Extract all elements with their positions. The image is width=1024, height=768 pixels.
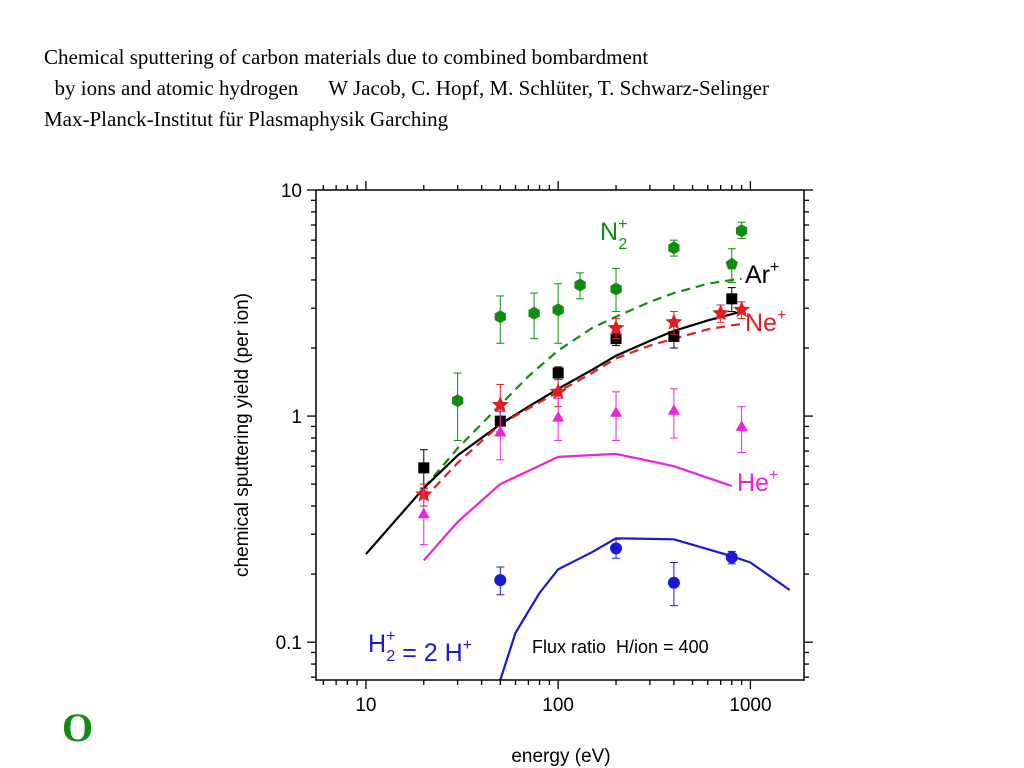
n2-data-point [574, 272, 586, 300]
h-marker [725, 551, 738, 564]
ar-series-label: Ar+ [745, 259, 779, 289]
y-tick-label: 10 [281, 181, 302, 202]
ar-marker [418, 462, 430, 474]
plot-border [315, 189, 805, 681]
header-authors: W Jacob, C. Hopf, M. Schlüter, T. Schwar… [328, 76, 769, 100]
header-institute: Max-Planck-Institut für Plasmaphysik Gar… [44, 107, 449, 131]
n2-marker [668, 241, 680, 255]
he-data-point [735, 406, 748, 453]
fit-curves [365, 277, 791, 680]
header: Chemical sputtering of carbon materials … [44, 42, 769, 135]
y-tick-label: 0.1 [276, 633, 302, 654]
plot-frame [315, 189, 805, 681]
n2-marker [528, 306, 540, 320]
he-marker [552, 411, 565, 422]
n2-data-point [528, 292, 540, 340]
ne-data-point [607, 318, 625, 340]
ne-marker [549, 382, 567, 400]
header-title-line-2-text: by ions and atomic hydrogen [54, 76, 299, 100]
h-data-point [610, 538, 623, 559]
n2-data-point [552, 283, 564, 344]
x-tick-label: 10 [355, 695, 376, 716]
he-marker [610, 406, 623, 417]
ne-marker [491, 395, 509, 413]
header-title-line-2: by ions and atomic hydrogen W Jacob, C. H… [44, 73, 769, 104]
h-marker [610, 542, 623, 555]
n2-fit-curve [422, 277, 742, 489]
corner-mark: O [62, 705, 94, 750]
n2-marker [452, 394, 464, 408]
ne-fit-curve [422, 323, 742, 500]
ar-marker [726, 293, 738, 305]
n2-marker [725, 257, 738, 270]
x-tick-label: 100 [542, 695, 574, 716]
n2-data-point [452, 372, 464, 441]
he-data-point [667, 388, 680, 439]
header-title-line-1: Chemical sputtering of carbon materials … [44, 45, 649, 69]
ar-data-point [726, 287, 738, 313]
ar-fit-curve [365, 310, 742, 555]
axis-ticks [307, 181, 813, 689]
he-marker [735, 420, 748, 431]
series-labels: N+ 2 Ar+ Ne+ He+ H+ 2 = 2 H+ [368, 216, 786, 667]
ne-marker [733, 300, 751, 318]
n2-data-point [668, 239, 680, 257]
h-marker [667, 576, 680, 589]
n2-marker [552, 303, 564, 317]
he-data-point [552, 397, 565, 441]
h-data-point [725, 550, 738, 565]
h-data-point [667, 562, 680, 607]
flux-ratio-annotation: Flux ratio H/ion = 400 [532, 637, 709, 657]
ne-marker [607, 319, 625, 336]
ne-marker [665, 313, 683, 330]
n2-marker [736, 224, 748, 238]
n2-series-label: N+ 2 [600, 216, 627, 253]
he-data-point [417, 489, 430, 546]
ne-series-label: Ne+ [745, 307, 786, 337]
x-axis-title: energy (eV) [511, 746, 610, 767]
n2-data-point [725, 248, 738, 283]
axis-labels: energy (eV) chemical sputtering yield (p… [232, 181, 772, 767]
he-data-point [610, 391, 623, 441]
ne-data-point [665, 311, 683, 335]
n2-marker [610, 282, 622, 296]
he-data-point [494, 410, 507, 461]
y-tick-label: 1 [291, 407, 302, 428]
y-axis-title: chemical sputtering yield (per ion) [232, 293, 253, 577]
h-marker [494, 574, 507, 587]
h-fit-curve [499, 537, 791, 680]
n2-marker [574, 278, 586, 292]
he-fit-curve [422, 452, 733, 562]
n2-data-point [736, 221, 748, 240]
ar-marker [552, 367, 564, 379]
he-marker [494, 426, 507, 437]
ne-data-point [733, 300, 751, 320]
n2-data-point [610, 267, 622, 313]
data-points [415, 221, 751, 607]
ne-marker [712, 304, 730, 321]
ar-marker [668, 330, 680, 342]
ne-data-point [712, 304, 730, 323]
h-series-label: H+ 2 = 2 H+ [368, 628, 472, 667]
n2-marker [494, 310, 506, 324]
h-data-point [494, 566, 507, 596]
he-marker [667, 404, 680, 415]
x-tick-label: 1000 [729, 695, 771, 716]
n2-data-point [494, 295, 506, 344]
he-series-label: He+ [737, 467, 778, 497]
ar-data-point [552, 366, 564, 381]
he-marker [417, 507, 430, 519]
